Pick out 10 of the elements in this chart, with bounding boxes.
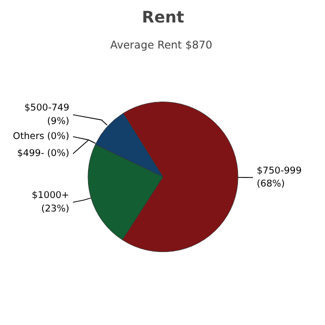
data-label: (9%) [47, 116, 70, 127]
chart-title: Rent [142, 8, 184, 26]
slice-label: $1000+ [32, 190, 70, 202]
slice-label: $750-999 [256, 165, 302, 176]
slice-label: $500-749 [24, 102, 70, 114]
category-label: $499- (0%) [17, 148, 70, 160]
data-label: (68%) [256, 178, 285, 190]
data-label: (23%) [41, 203, 70, 214]
legend-label: Others (0%) [12, 131, 70, 142]
chart-subtitle: Average Rent $870 [110, 38, 213, 52]
